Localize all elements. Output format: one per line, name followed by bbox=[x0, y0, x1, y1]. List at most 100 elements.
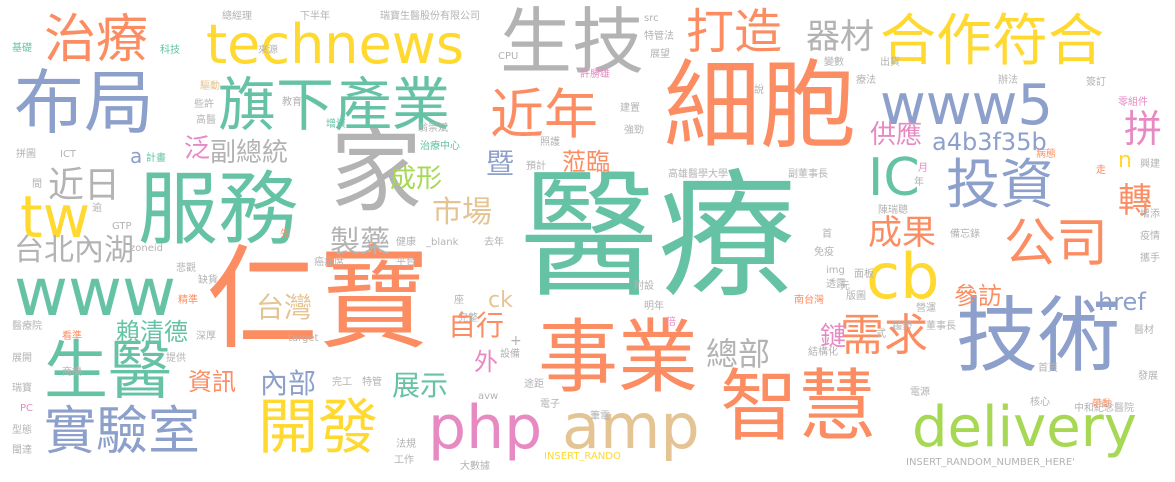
word-shebei: 設備 bbox=[500, 349, 520, 360]
word-gaoyi: 高醫 bbox=[196, 115, 216, 126]
word-chengguo: 成果 bbox=[868, 213, 936, 253]
word-zou: 走 bbox=[1096, 165, 1106, 176]
word-cb: cb bbox=[866, 240, 940, 313]
word-renbao: 仁寶 bbox=[206, 235, 430, 365]
word-daidong: 帶動 bbox=[1092, 399, 1112, 410]
word-jingzhun: 精準 bbox=[178, 295, 198, 306]
word-a: a bbox=[130, 144, 143, 168]
word-qushi: 趨勢 bbox=[892, 321, 912, 332]
word-fagui: 法規 bbox=[396, 439, 416, 450]
word-keji: 科技 bbox=[160, 45, 180, 56]
word-teguan: 特管 bbox=[362, 377, 382, 388]
word-ic: IC bbox=[868, 148, 920, 208]
word-insert-rando: INSERT_RANDO bbox=[544, 451, 621, 462]
word-yiliao: 醫療 bbox=[520, 156, 797, 317]
word-weng-chongbin: 翁崇斌 bbox=[418, 123, 448, 134]
word-jian: 間 bbox=[32, 179, 42, 190]
word-bingtai: 病態 bbox=[1036, 149, 1056, 160]
word-beiwanglu: 備忘錄 bbox=[950, 229, 980, 240]
word-xieshou: 攜手 bbox=[1140, 253, 1160, 264]
word-zhiyao: 製藥 bbox=[330, 225, 390, 260]
word-zongbu: 總部 bbox=[706, 335, 771, 373]
word-mianyi: 免疫 bbox=[814, 247, 834, 258]
word-xian: 先 bbox=[280, 229, 290, 240]
word-shangji: 商機 bbox=[62, 367, 82, 378]
word-nantaiwan: 南台灣 bbox=[794, 295, 824, 306]
word-avw: avw bbox=[478, 391, 499, 402]
word-lai-qingde: 賴清德 bbox=[116, 318, 188, 346]
word-shou: 首 bbox=[822, 229, 832, 240]
word-yu: 逾 bbox=[92, 203, 102, 214]
word-jia: 家 bbox=[330, 118, 423, 225]
word-fuwu: 服務 bbox=[138, 163, 298, 256]
word-shuo: 說 bbox=[754, 85, 764, 96]
word-aizheng: 癌症席 bbox=[314, 257, 344, 268]
word-yiliaoyuan: 醫療院 bbox=[12, 321, 42, 332]
word-shiyanshi: 實驗室 bbox=[44, 402, 201, 462]
word-xuqiu: 需求 bbox=[840, 310, 928, 361]
word-jishu: 技術 bbox=[956, 289, 1121, 384]
word-yuji: 預計 bbox=[526, 161, 546, 172]
word-xingjian: 興建 bbox=[1140, 159, 1160, 170]
word-yuan: 元 bbox=[840, 281, 850, 292]
word-pingtai: 平台 bbox=[396, 257, 416, 268]
word-chuhuo: 出貨 bbox=[880, 57, 900, 68]
word-teguanfa: 特管法 bbox=[644, 31, 674, 42]
word-mianban: 面板 bbox=[854, 269, 874, 280]
word-zhanwang: 展望 bbox=[650, 49, 670, 60]
word-wanzheng: 完整 bbox=[458, 313, 478, 324]
word-toulu: 透露 bbox=[826, 279, 846, 290]
word-dianyuan: 電源 bbox=[910, 387, 930, 398]
word-jiaoyu: 教育 bbox=[282, 97, 302, 108]
word-qiangjin: 強勁 bbox=[624, 125, 644, 136]
word-yue: 月 bbox=[918, 163, 928, 174]
word-src: src bbox=[644, 13, 659, 24]
word-gongzuo: 工作 bbox=[394, 455, 414, 466]
word-pin: 拼 bbox=[1124, 107, 1163, 151]
word-fuzongtong: 副總統 bbox=[210, 138, 289, 168]
word-shichang: 市場 bbox=[432, 195, 492, 230]
word-bei: 倍 bbox=[666, 317, 676, 328]
word-technews: technews bbox=[206, 13, 465, 76]
word-zhaohu: 照護 bbox=[540, 137, 560, 148]
word-mingnian: 明年 bbox=[644, 301, 664, 312]
word-fazhan: 發展 bbox=[1138, 371, 1158, 382]
word-fan: 泛 bbox=[184, 134, 211, 164]
word-href: href bbox=[1098, 288, 1146, 316]
word-wai: 外 bbox=[474, 348, 498, 376]
word-gaoxiong-yida: 高雄醫學大學 bbox=[668, 169, 728, 180]
word-gtp: GTP bbox=[112, 221, 132, 232]
word-shi: 式 bbox=[876, 329, 886, 340]
word-xiabannian: 下半年 bbox=[300, 11, 330, 22]
word-quehuo: 缺貨 bbox=[198, 275, 218, 286]
word-ruibao-company: 瑞寶生醫股份有限公司 bbox=[380, 11, 480, 22]
word-n: n bbox=[1118, 148, 1132, 173]
word-wangong: 完工 bbox=[332, 377, 352, 388]
word-neibu: 內部 bbox=[260, 367, 317, 400]
word-zixun: 資訊 bbox=[188, 368, 236, 396]
word-kaifa: 開發 bbox=[258, 393, 378, 463]
word-xibao: 細胞 bbox=[664, 50, 856, 162]
word-touzi: 投資 bbox=[946, 153, 1054, 216]
word-dongshizhang: 董事長 bbox=[926, 321, 956, 332]
word-qudong: 驅動 bbox=[200, 81, 220, 92]
word-gongying: 供應 bbox=[870, 120, 923, 150]
word-yicai: 醫材 bbox=[1134, 325, 1154, 336]
word-zoneid: zoneid bbox=[130, 243, 163, 254]
word-fudongshizhang: 副董事長 bbox=[788, 169, 828, 180]
word-cpu: CPU bbox=[498, 51, 519, 62]
word-jiegouhua: 結構化 bbox=[808, 347, 838, 358]
word-nian: 年 bbox=[914, 177, 924, 188]
word-amp: amp bbox=[562, 390, 700, 463]
word-tw: tw bbox=[20, 183, 91, 251]
word-buju: 布局 bbox=[14, 62, 154, 144]
word-qicai: 器材 bbox=[806, 17, 874, 57]
word-banfa: 辦法 bbox=[998, 75, 1018, 86]
word-jinri: 近日 bbox=[48, 165, 121, 206]
word-qianding: 簽訂 bbox=[1086, 77, 1106, 88]
word-lingzujian: 零組件 bbox=[1118, 97, 1148, 108]
word-taibei-neihu: 台北內湖 bbox=[14, 233, 134, 268]
word-yiqing: 疫情 bbox=[1140, 231, 1160, 242]
word-zhonghe-hospital: 中和紀念醫院 bbox=[1074, 403, 1134, 414]
